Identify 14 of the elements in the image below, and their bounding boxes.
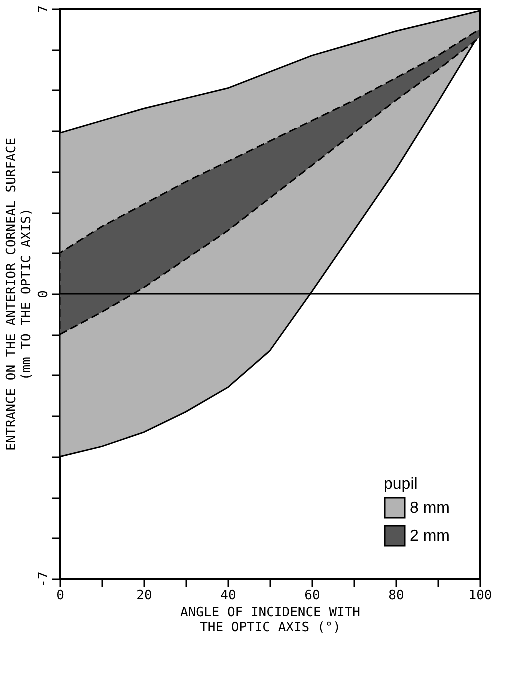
y-axis-title: ENTRANCE ON THE ANTERIOR CORNEAL SURFACE (mm TO THE OPTIC AXIS): [4, 138, 34, 452]
x-tick-label: 60: [304, 588, 320, 604]
x-axis-title: ANGLE OF INCIDENCE WITH THE OPTIC AXIS (°): [180, 606, 361, 636]
y-tick-label: 0: [36, 290, 52, 298]
legend-label: 8 mm: [410, 500, 450, 517]
x-tick-label: 100: [468, 588, 492, 604]
y-tick-label: -7: [36, 572, 52, 588]
x-tick-label: 40: [220, 588, 236, 604]
x-tick-label: 0: [56, 588, 64, 604]
legend-label: 2 mm: [410, 528, 450, 545]
x-tick-label: 20: [136, 588, 152, 604]
x-tick-label: 80: [388, 588, 404, 604]
legend-title: pupil: [384, 476, 418, 493]
y-tick-label: 7: [36, 6, 52, 14]
